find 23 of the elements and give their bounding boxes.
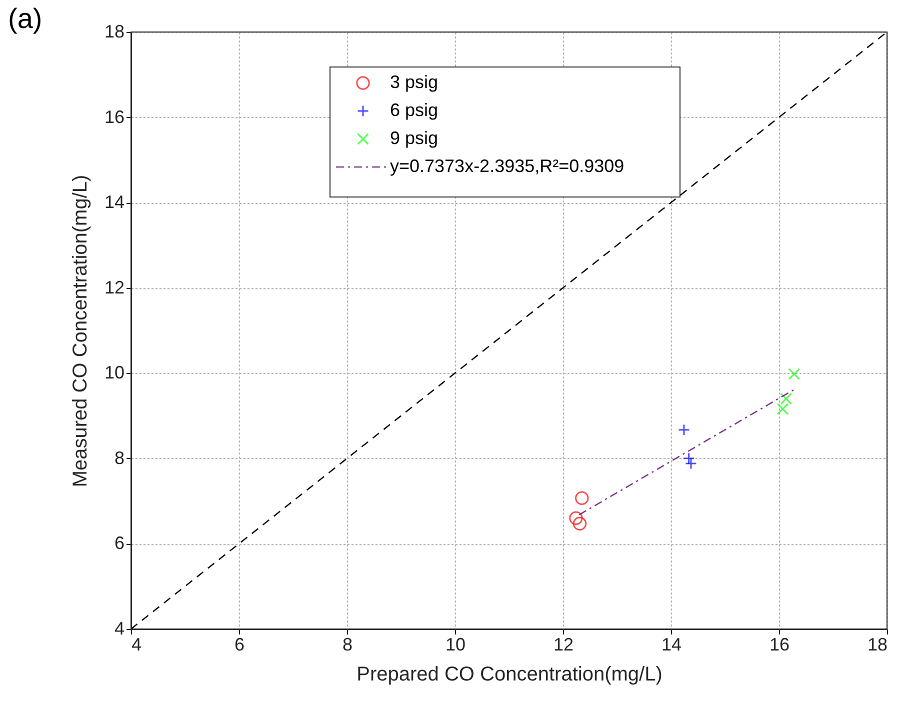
x-axis-title: Prepared CO Concentration(mg/L) — [356, 664, 662, 686]
legend-label: 3 psig — [390, 72, 438, 92]
y-tick-label: 14 — [104, 192, 124, 212]
y-tick-label: 12 — [104, 277, 124, 298]
y-tick-label: 10 — [104, 362, 124, 383]
y-tick-label: 16 — [104, 106, 124, 127]
text: (a) — [8, 3, 42, 34]
x-tick-label: 16 — [769, 634, 790, 654]
y-axis-title: Measured CO Concentration(mg/L) — [69, 174, 92, 488]
x-tick-label: 18 — [867, 634, 888, 654]
y-tick-label: 4 — [114, 618, 124, 638]
legend-label: 6 psig — [390, 100, 438, 120]
legend-label: y=0.7373x-2.3935,R²=0.9309 — [390, 156, 624, 176]
x-tick-label: 12 — [553, 634, 574, 654]
legend-label: 9 psig — [390, 128, 438, 148]
x-tick-label: 14 — [661, 634, 682, 654]
x-tick-label: 8 — [342, 634, 353, 654]
x-tick-label: 4 — [132, 634, 142, 654]
y-tick-label: 18 — [104, 22, 124, 42]
x-tick-label: 6 — [234, 634, 245, 654]
y-tick-label: 6 — [114, 533, 124, 554]
y-tick-label: 8 — [114, 448, 124, 468]
x-tick-label: 10 — [445, 634, 466, 654]
